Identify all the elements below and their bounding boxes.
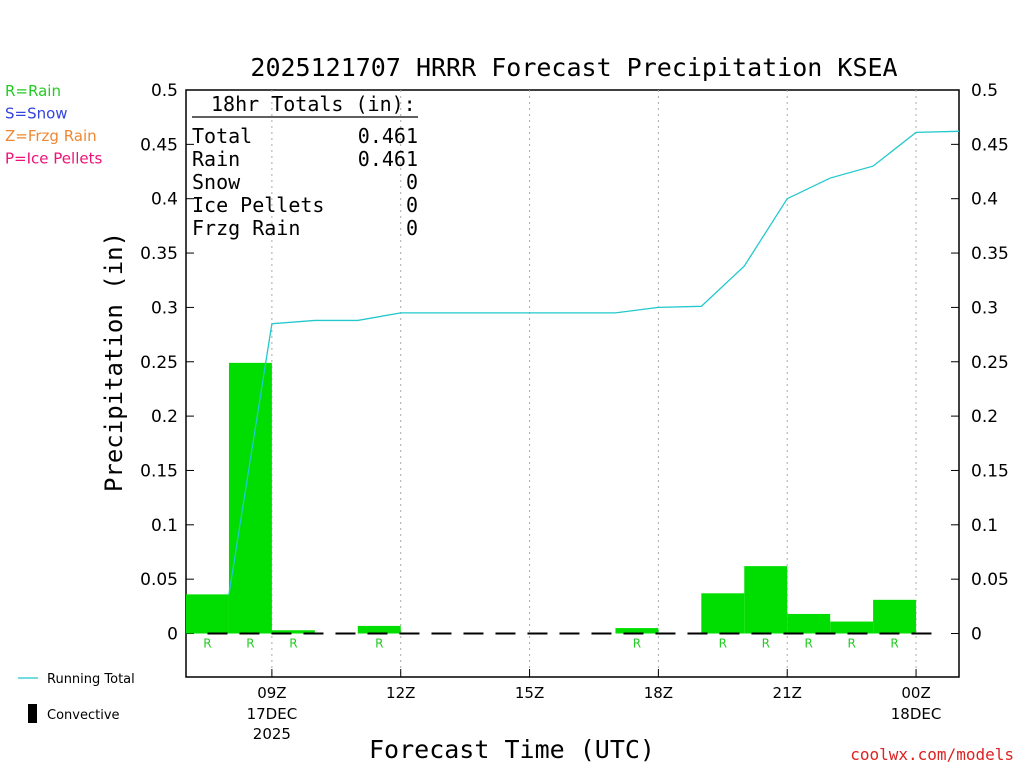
totals-row-label: Total [192, 124, 252, 148]
y-tick-label-right: 0.15 [971, 461, 1009, 481]
precip-bar [357, 625, 401, 634]
y-tick-label-right: 0 [971, 625, 982, 645]
ptype-marker: R [289, 637, 297, 651]
ptype-marker: R [890, 637, 898, 651]
ptype-marker: R [805, 637, 813, 651]
totals-row-label: Rain [192, 147, 240, 171]
y-tick-label-right: 0.1 [971, 516, 998, 536]
precip-bar [186, 594, 229, 634]
totals-row-value: 0.461 [358, 124, 418, 148]
running-total-line [228, 130, 960, 595]
totals-row-label: Ice Pellets [192, 193, 324, 217]
y-tick-label-right: 0.3 [971, 298, 998, 318]
y-tick-label-left: 0.35 [140, 244, 178, 264]
precip-bar [228, 362, 272, 634]
x-tick-label: 21Z [773, 684, 802, 702]
y-tick-label-right: 0.25 [971, 353, 1009, 373]
y-tick-label-right: 0.5 [971, 81, 998, 101]
x-tick-label: 09Z [257, 684, 286, 702]
precip-bar [787, 613, 831, 634]
ptype-legend-item: P=Ice Pellets [5, 150, 102, 168]
precip-bar [873, 599, 917, 634]
y-tick-label-left: 0.2 [151, 407, 178, 427]
ptype-marker: R [203, 637, 211, 651]
ptype-legend-item: S=Snow [5, 105, 68, 123]
totals-box: 18hr Totals (in): Total 0.461 Rain 0.461 Sno… [192, 92, 418, 240]
y-axis-left: 0.5 0.45 0.4 0.35 0.3 0.25 0.2 0.15 0.1 0.05 0 [140, 81, 194, 645]
totals-rows: Total 0.461 Rain 0.461 Snow 0 Ice Pellets 0 Frzg… [192, 124, 418, 240]
y-tick-label-left: 0.4 [151, 190, 178, 210]
y-tick-label-left: 0.3 [151, 298, 178, 318]
totals-row-value: 0 [406, 193, 418, 217]
ptype-marker: R [375, 637, 383, 651]
y-tick-label-left: 0.1 [151, 516, 178, 536]
y-tick-label-left: 0.15 [140, 461, 178, 481]
y-tick-label-right: 0.05 [971, 570, 1009, 590]
precip-bar [701, 593, 745, 634]
y-tick-label-left: 0.5 [151, 81, 178, 101]
y-tick-label-left: 0.05 [140, 570, 178, 590]
totals-heading: 18hr Totals (in): [211, 92, 416, 116]
credit-text: coolwx.com/models [850, 745, 1014, 764]
ptype-legend-item: Z=Frzg Rain [5, 127, 97, 145]
x-tick-date-label: 18DEC [891, 705, 942, 723]
vertical-gridlines [271, 90, 917, 677]
y-tick-label-right: 0.45 [971, 135, 1009, 155]
chart-title: 2025121707 HRRR Forecast Precipitation K… [250, 53, 897, 82]
x-axis-label: Forecast Time (UTC) [369, 735, 655, 764]
totals-row-value: 0 [406, 216, 418, 240]
precip-bar [615, 628, 659, 634]
bottom-legend: Running Total Convective [18, 672, 135, 723]
x-axis: 09Z 17DEC 2025 12Z 15Z 18Z 21Z 00Z 18DEC [247, 669, 942, 743]
x-tick-label: 15Z [515, 684, 544, 702]
y-tick-label-right: 0.2 [971, 407, 998, 427]
y-tick-label-left: 0.25 [140, 353, 178, 373]
running-total-legend-label: Running Total [47, 672, 135, 687]
running-total-series [228, 130, 960, 595]
convective-legend-label: Convective [47, 708, 120, 723]
precip-bar [830, 621, 874, 634]
y-tick-label-right: 0.35 [971, 244, 1009, 264]
convective-legend-swatch [28, 704, 37, 723]
totals-row-value: 0.461 [358, 147, 418, 171]
precip-type-legend: R=Rain S=Snow Z=Frzg Rain P=Ice Pellets [5, 82, 102, 168]
y-axis-label: Precipitation (in) [100, 232, 128, 492]
x-tick-year-label: 2025 [253, 725, 291, 743]
x-tick-date-label: 17DEC [247, 705, 298, 723]
plot-frame [185, 89, 960, 678]
y-axis-right: 0.5 0.45 0.4 0.35 0.3 0.25 0.2 0.15 0.1 0.05 0 [951, 81, 1009, 645]
ptype-marker: R [246, 637, 254, 651]
y-tick-label-left: 0 [167, 625, 178, 645]
ptype-marker: R [719, 637, 727, 651]
totals-row-value: 0 [406, 170, 418, 194]
ptype-legend-item: R=Rain [5, 82, 61, 100]
precipitation-bars [186, 362, 917, 634]
ptype-marker: R [633, 637, 641, 651]
x-tick-label: 00Z [901, 684, 930, 702]
x-tick-label: 12Z [386, 684, 415, 702]
precip-bar [744, 566, 788, 634]
x-tick-label: 18Z [644, 684, 673, 702]
totals-row-label: Frzg Rain [192, 216, 300, 240]
totals-row-label: Snow [192, 170, 241, 194]
precip-bar [271, 630, 315, 634]
ptype-marker: R [762, 637, 770, 651]
ptype-marker: R [847, 637, 855, 651]
y-tick-label-left: 0.45 [140, 135, 178, 155]
y-tick-label-right: 0.4 [971, 190, 998, 210]
